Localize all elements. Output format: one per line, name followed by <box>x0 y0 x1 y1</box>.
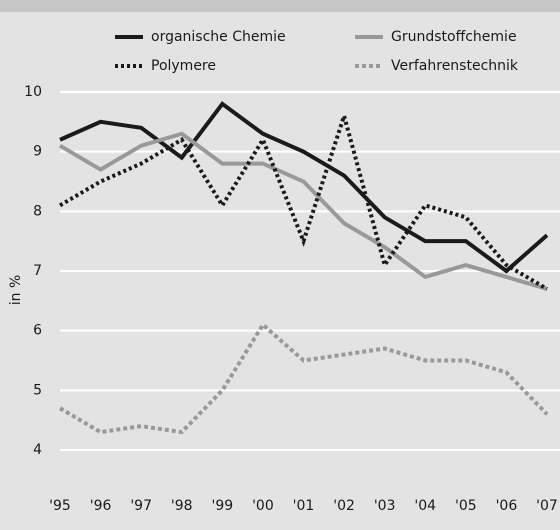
line-series <box>59 101 549 274</box>
line-series <box>58 131 548 291</box>
y-tick-label: 6 <box>33 323 42 339</box>
x-tick-label: '05 <box>455 498 477 514</box>
x-tick-label: '04 <box>414 498 436 514</box>
y-tick-label: 4 <box>33 442 42 458</box>
x-tick-label: '95 <box>49 498 71 514</box>
x-tick-label: '96 <box>90 498 112 514</box>
y-tick-label: 8 <box>33 203 42 219</box>
x-tick-label: '07 <box>536 498 558 514</box>
y-axis-label: in % <box>8 275 24 306</box>
x-tick-label: '01 <box>293 498 315 514</box>
x-tick-label: '02 <box>333 498 355 514</box>
x-tick-label: '98 <box>171 498 193 514</box>
y-tick-label: 7 <box>33 263 42 279</box>
legend-label: organische Chemie <box>151 29 286 45</box>
top-strip <box>0 0 560 12</box>
y-tick-label: 5 <box>33 382 42 398</box>
line-series <box>58 108 549 291</box>
x-tick-label: '97 <box>130 498 152 514</box>
legend-label: Verfahrenstechnik <box>391 58 519 74</box>
y-tick-label: 9 <box>33 144 42 160</box>
legend-label: Polymere <box>151 58 216 74</box>
y-tick-label: 10 <box>24 84 42 100</box>
legend-label: Grundstoffchemie <box>391 29 517 45</box>
x-tick-label: '03 <box>374 498 396 514</box>
x-tick-label: '06 <box>496 498 518 514</box>
x-tick-label: '00 <box>252 498 274 514</box>
line-series <box>58 321 549 435</box>
x-tick-label: '99 <box>211 498 233 514</box>
